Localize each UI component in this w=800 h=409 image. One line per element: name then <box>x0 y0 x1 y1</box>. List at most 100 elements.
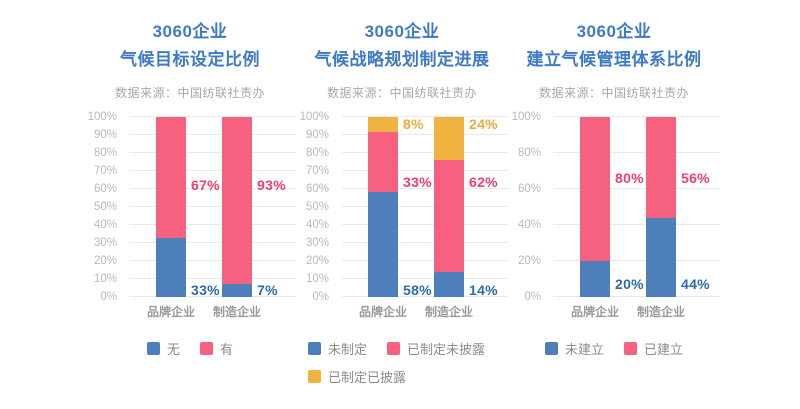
plot-grid: 20% 80% 44% 56% <box>554 116 720 297</box>
legend: 未制定 已制定未披露 已制定已披露 <box>308 339 488 386</box>
chart-title-line1: 3060企业 <box>152 22 228 41</box>
legend-label: 已建立 <box>644 342 684 357</box>
chart-title-line2: 气候目标设定比例 <box>120 50 260 69</box>
bar-segment <box>156 237 186 297</box>
gridline <box>130 224 296 225</box>
bar-segment <box>646 117 676 218</box>
bar-segment <box>580 117 610 261</box>
legend-item: 已制定未披露 <box>387 339 485 358</box>
x-axis-labels: 品牌企业 制造企业 <box>130 303 296 319</box>
legend-item: 无 <box>146 339 180 358</box>
legend-label: 已制定已披露 <box>328 370 407 385</box>
plot-area: 0% 20% 40% 60% 80% 100% 20% 80% 44% 56% <box>508 111 720 303</box>
y-tick-label: 50% <box>93 201 117 213</box>
plot-area: 0% 10% 20% 30% 40% 50% 60% 70% 80% 90% 100% 58% 33%… <box>296 111 508 303</box>
gridline <box>130 206 296 207</box>
bar-segment <box>368 117 398 132</box>
legend-item: 已制定已披露 <box>308 367 406 386</box>
stacked-bar <box>434 117 464 297</box>
y-tick-label: 0% <box>312 291 329 303</box>
gridline <box>130 152 296 153</box>
legend-swatch-icon <box>544 342 558 355</box>
y-tick-label: 30% <box>93 237 117 249</box>
chart-panel-climate-target: 3060企业 气候目标设定比例 数据来源：中国纺联社责办 0% 10% 20% 30%… <box>84 18 296 386</box>
legend: 无有 <box>84 339 296 358</box>
stacked-bar <box>646 117 676 297</box>
category-label: 制造企业 <box>212 305 262 319</box>
y-tick-label: 90% <box>305 129 329 141</box>
chart-title: 3060企业 气候战略规划制定进展 <box>296 18 508 74</box>
y-tick-label: 0% <box>524 291 541 303</box>
data-source: 数据来源：中国纺联社责办 <box>326 86 477 100</box>
gridline <box>130 242 296 243</box>
gridline <box>554 260 720 261</box>
segment-value-label: 58% <box>403 281 432 298</box>
legend-item: 未建立 <box>544 339 604 358</box>
y-tick-label: 100% <box>299 111 329 123</box>
y-tick-label: 100% <box>87 111 117 123</box>
gridline <box>130 116 296 117</box>
chart-title-line1: 3060企业 <box>576 22 652 41</box>
gridline <box>342 296 508 297</box>
data-source: 数据来源：中国纺联社责办 <box>114 86 265 100</box>
y-tick-label: 90% <box>93 129 117 141</box>
segment-value-label: 93% <box>257 177 286 194</box>
y-tick-label: 80% <box>93 147 117 159</box>
chart-panel-climate-system: 3060企业 建立气候管理体系比例 数据来源：中国纺联社责办 0% 20% 40% 6… <box>508 18 720 386</box>
stacked-bar <box>222 117 252 297</box>
y-tick-label: 20% <box>517 255 541 267</box>
stacked-bar <box>580 117 610 297</box>
chart-title-line2: 建立气候管理体系比例 <box>526 50 702 69</box>
segment-value-label: 24% <box>469 116 498 133</box>
y-tick-label: 60% <box>517 183 541 195</box>
chart-title-line2: 气候战略规划制定进展 <box>314 50 490 69</box>
gridline <box>342 116 508 117</box>
y-tick-label: 60% <box>93 183 117 195</box>
bar-segment <box>580 261 610 297</box>
bar-segment <box>368 131 398 192</box>
y-tick-label: 40% <box>93 219 117 231</box>
bar-segment <box>368 191 398 297</box>
segment-value-label: 8% <box>403 116 424 133</box>
data-source: 数据来源：中国纺联社责办 <box>538 86 689 100</box>
legend-swatch-icon <box>624 342 637 355</box>
segment-value-label: 62% <box>469 173 498 190</box>
y-axis-ticks: 0% 10% 20% 30% 40% 50% 60% 70% 80% 90% 100% <box>296 111 336 303</box>
gridline <box>130 134 296 135</box>
legend-swatch-icon <box>308 370 321 383</box>
gridline <box>130 296 296 297</box>
gridline <box>554 152 720 153</box>
segment-value-label: 20% <box>615 276 644 293</box>
y-tick-label: 70% <box>305 165 329 177</box>
y-tick-label: 70% <box>93 165 117 177</box>
gridline <box>342 224 508 225</box>
segment-value-label: 80% <box>615 170 644 187</box>
bar-segment <box>222 284 252 297</box>
chart-panel-climate-strategy: 3060企业 气候战略规划制定进展 数据来源：中国纺联社责办 0% 10% 20% 3… <box>296 18 508 386</box>
y-tick-label: 80% <box>517 147 541 159</box>
legend-swatch-icon <box>308 342 321 355</box>
gridline <box>342 206 508 207</box>
y-tick-label: 10% <box>305 273 329 285</box>
segment-value-label: 14% <box>469 281 498 298</box>
legend-swatch-icon <box>387 342 401 355</box>
stacked-bar <box>156 117 186 297</box>
category-label: 制造企业 <box>424 305 474 319</box>
legend: 未建立 已建立 <box>508 339 720 358</box>
gridline <box>342 152 508 153</box>
gridline <box>130 260 296 261</box>
plot-grid: 33% 67% 7% 93% <box>130 116 296 298</box>
y-tick-label: 20% <box>93 255 117 267</box>
x-axis-labels: 品牌企业 制造企业 <box>554 303 720 319</box>
chart-title: 3060企业 气候目标设定比例 <box>84 18 296 74</box>
chart-title: 3060企业 建立气候管理体系比例 <box>508 18 720 74</box>
plot-area: 0% 10% 20% 30% 40% 50% 60% 70% 80% 90% 100% 33% 67%… <box>84 111 296 303</box>
gridline <box>342 260 508 261</box>
bar-segment <box>646 217 676 297</box>
segment-value-label: 33% <box>403 173 432 190</box>
legend-label: 已制定未披露 <box>407 342 486 357</box>
bar-segment <box>156 117 186 238</box>
y-tick-label: 60% <box>305 183 329 195</box>
bar-segment <box>434 160 464 272</box>
gridline <box>554 116 720 117</box>
